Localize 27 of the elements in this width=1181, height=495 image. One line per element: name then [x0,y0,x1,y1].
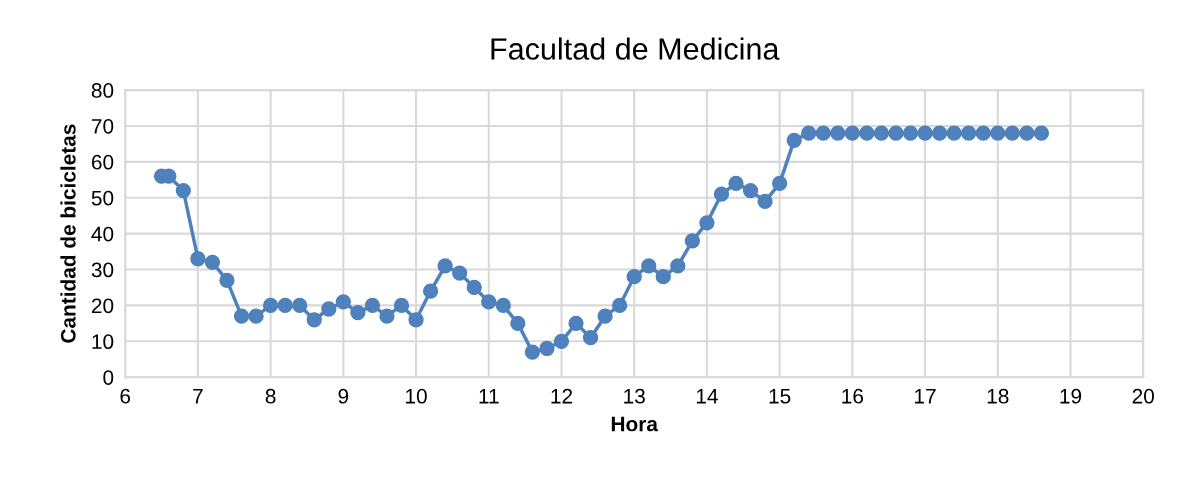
y-tick-label: 50 [91,190,114,206]
x-tick-label: 10 [406,388,427,404]
x-tick-label: 18 [987,388,1009,404]
y-tick-label: 10 [92,334,114,350]
y-tick-label: 20 [91,298,114,314]
x-tick-label: 19 [1060,388,1082,404]
x-tick-label: 7 [193,389,203,404]
x-tick-label: 9 [338,388,349,404]
x-tick-label: 14 [696,389,718,404]
x-tick-label: 13 [624,388,645,404]
x-tick-label: 8 [265,388,276,404]
x-tick-label: 12 [551,388,573,404]
y-axis-title: Cantidad de bicicletas [60,124,76,343]
x-tick-label: 6 [120,388,131,404]
x-tick-label: 16 [842,388,864,404]
y-tick-label: 40 [91,226,114,242]
x-tick-label: 11 [479,389,499,404]
chart-title: Facultad de Medicina [491,37,780,60]
x-tick-label: 20 [1132,388,1154,404]
x-tick-label: 17 [915,389,936,404]
x-axis-title: Hora [611,416,659,432]
y-tick-label: 60 [91,154,114,170]
x-tick-label: 15 [769,389,791,404]
y-tick-label: 80 [91,83,114,98]
y-tick-label: 30 [91,262,114,278]
y-tick-label: 0 [103,370,114,385]
y-tick-label: 70 [91,118,114,134]
